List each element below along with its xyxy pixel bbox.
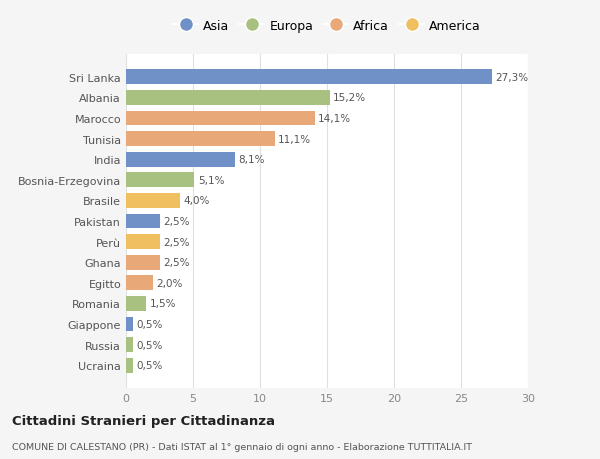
Bar xyxy=(126,194,179,208)
Text: 2,5%: 2,5% xyxy=(163,237,190,247)
Text: 2,5%: 2,5% xyxy=(163,217,190,226)
Bar xyxy=(126,173,194,188)
Text: 1,5%: 1,5% xyxy=(149,299,176,308)
Bar xyxy=(126,214,160,229)
Bar xyxy=(126,296,146,311)
Bar xyxy=(126,317,133,331)
Bar xyxy=(126,152,235,167)
Text: 14,1%: 14,1% xyxy=(318,114,352,123)
Text: 27,3%: 27,3% xyxy=(495,73,528,83)
Bar xyxy=(126,132,275,147)
Bar xyxy=(126,255,160,270)
Text: 0,5%: 0,5% xyxy=(136,360,163,370)
Text: 5,1%: 5,1% xyxy=(197,175,224,185)
Text: 11,1%: 11,1% xyxy=(278,134,311,144)
Legend: Asia, Europa, Africa, America: Asia, Europa, Africa, America xyxy=(168,15,486,38)
Text: COMUNE DI CALESTANO (PR) - Dati ISTAT al 1° gennaio di ogni anno - Elaborazione : COMUNE DI CALESTANO (PR) - Dati ISTAT al… xyxy=(12,442,472,451)
Bar xyxy=(126,358,133,373)
Bar xyxy=(126,70,492,85)
Text: 0,5%: 0,5% xyxy=(136,319,163,329)
Text: 0,5%: 0,5% xyxy=(136,340,163,350)
Bar xyxy=(126,235,160,249)
Text: Cittadini Stranieri per Cittadinanza: Cittadini Stranieri per Cittadinanza xyxy=(12,414,275,428)
Bar xyxy=(126,112,315,126)
Text: 2,5%: 2,5% xyxy=(163,257,190,268)
Text: 8,1%: 8,1% xyxy=(238,155,265,165)
Bar xyxy=(126,91,329,106)
Text: 15,2%: 15,2% xyxy=(333,93,366,103)
Bar xyxy=(126,276,153,291)
Bar xyxy=(126,337,133,352)
Text: 4,0%: 4,0% xyxy=(183,196,209,206)
Text: 2,0%: 2,0% xyxy=(156,278,182,288)
